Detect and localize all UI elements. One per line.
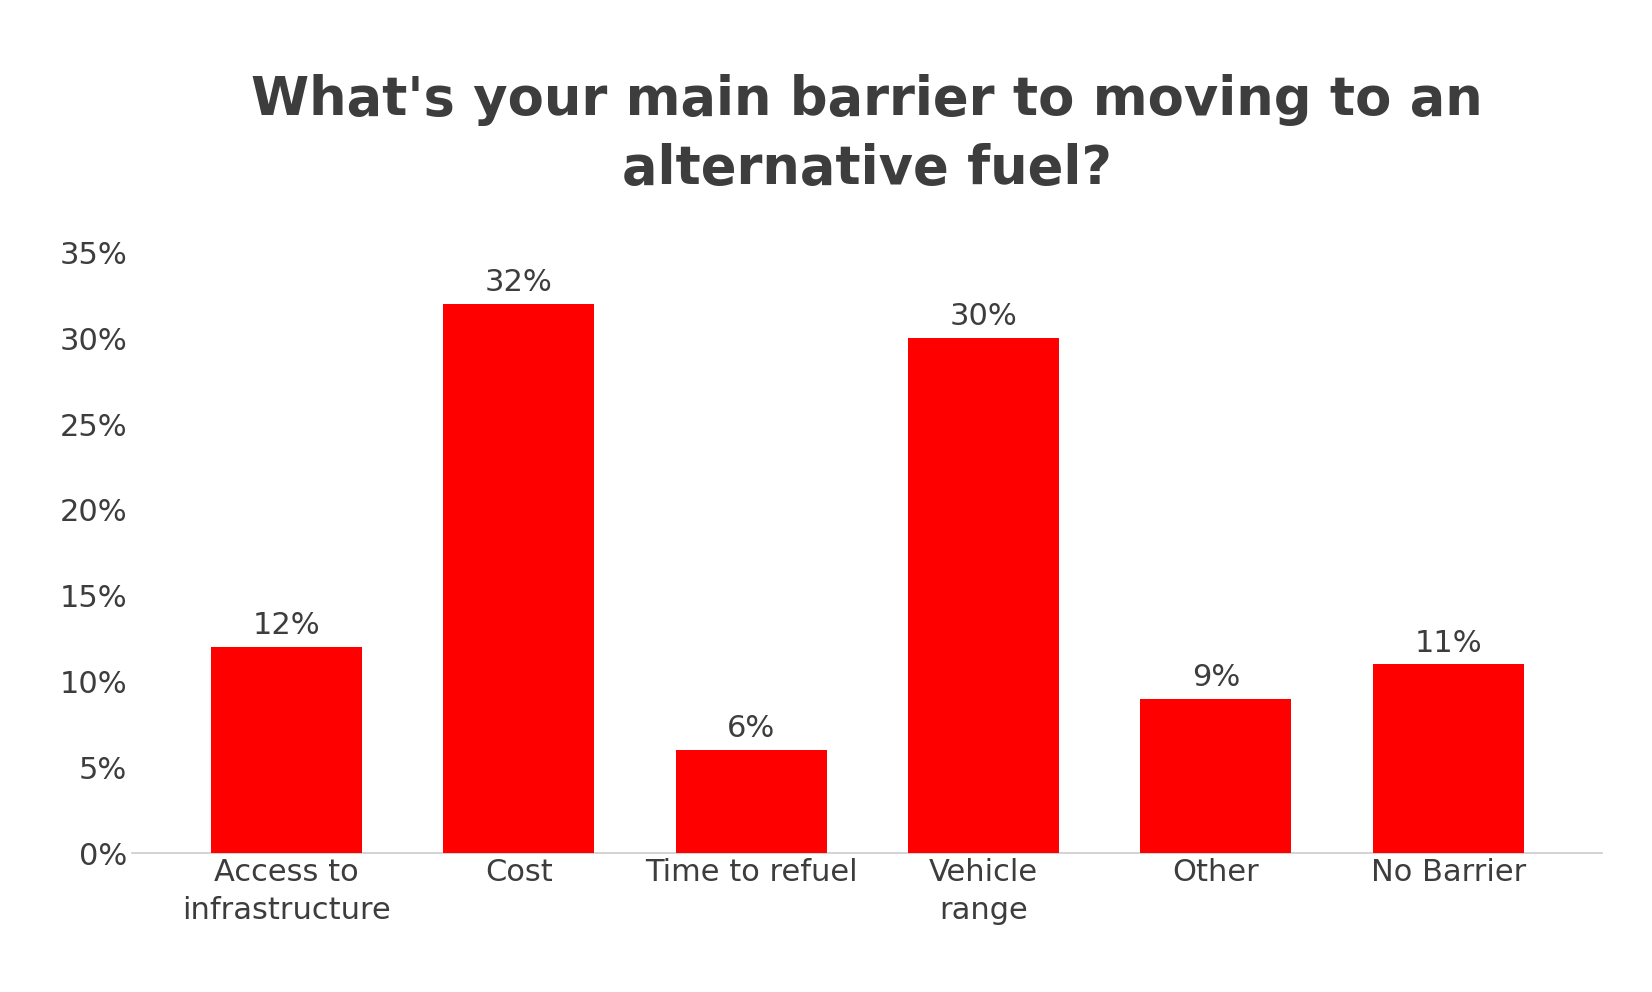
Text: 11%: 11% [1414, 629, 1482, 658]
Text: 30%: 30% [950, 303, 1018, 331]
Bar [443, 304, 595, 853]
Text: 9%: 9% [1191, 663, 1241, 691]
Text: 12%: 12% [253, 611, 320, 641]
Title: What's your main barrier to moving to an
alternative fuel?: What's your main barrier to moving to an… [251, 74, 1483, 194]
Text: 32%: 32% [486, 268, 553, 298]
Bar [909, 338, 1059, 853]
Text: 6%: 6% [727, 714, 775, 743]
Bar [211, 647, 362, 853]
Bar [1140, 698, 1292, 853]
Bar [1373, 665, 1523, 853]
Bar [676, 750, 826, 853]
